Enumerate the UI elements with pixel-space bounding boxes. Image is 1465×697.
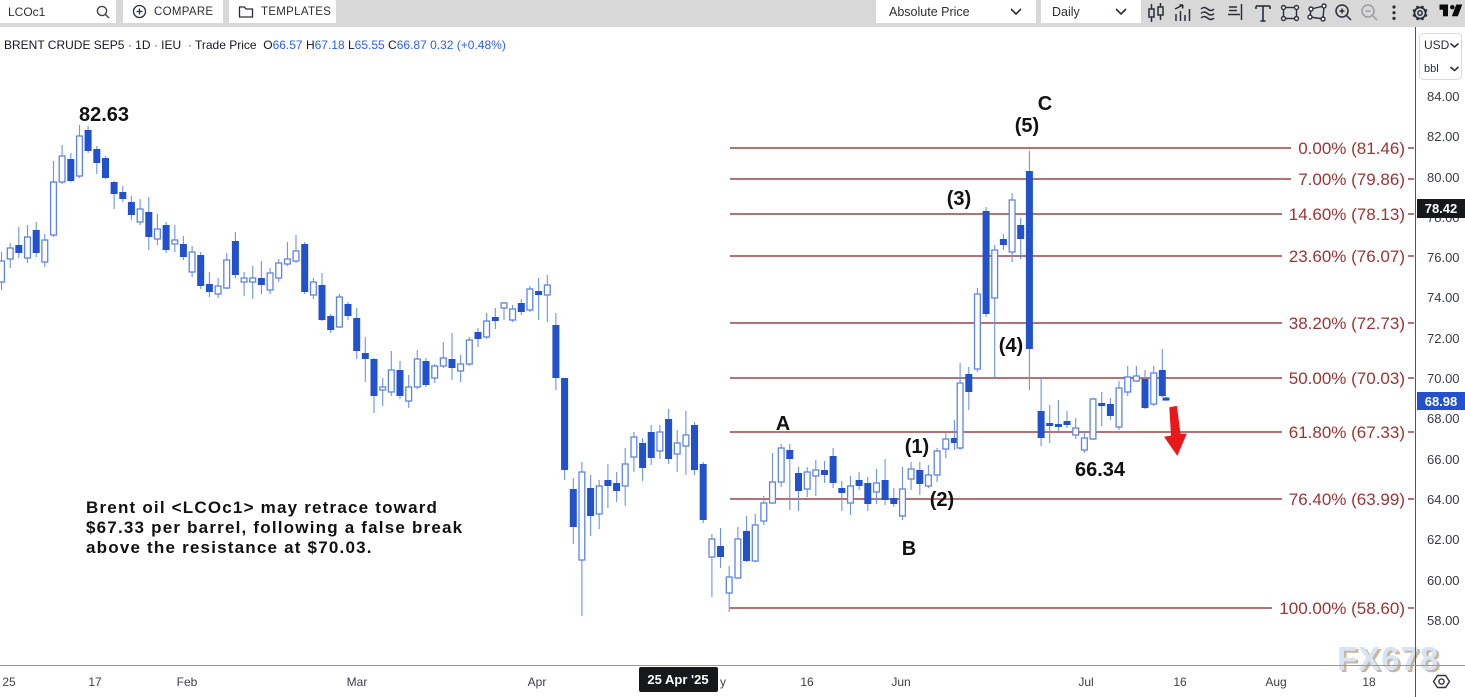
- svg-text:B: B: [902, 538, 916, 560]
- svg-text:50.00% (70.03): 50.00% (70.03): [1289, 369, 1405, 388]
- svg-text:66.34: 66.34: [1075, 459, 1126, 481]
- svg-text:above the resistance at $70.03: above the resistance at $70.03.: [86, 538, 373, 557]
- svg-text:66.00: 66.00: [1427, 452, 1460, 467]
- svg-text:7.00% (79.86): 7.00% (79.86): [1298, 170, 1405, 189]
- svg-text:Jul: Jul: [1078, 675, 1093, 689]
- svg-text:61.80% (67.33): 61.80% (67.33): [1289, 423, 1405, 442]
- svg-text:64.00: 64.00: [1427, 492, 1460, 507]
- svg-text:38.20% (72.73): 38.20% (72.73): [1289, 314, 1405, 333]
- svg-text:68.00: 68.00: [1427, 411, 1460, 426]
- svg-text:100.00% (58.60): 100.00% (58.60): [1279, 599, 1405, 618]
- svg-text:A: A: [776, 413, 790, 435]
- svg-text:Brent oil <LCOc1> may retrace: Brent oil <LCOc1> may retrace toward: [86, 498, 438, 517]
- svg-text:(4): (4): [999, 335, 1023, 357]
- svg-text:18: 18: [1362, 675, 1376, 689]
- svg-text:16: 16: [800, 675, 814, 689]
- svg-text:y: y: [720, 675, 726, 689]
- svg-text:0.00% (81.46): 0.00% (81.46): [1298, 139, 1405, 158]
- svg-text:82.00: 82.00: [1427, 129, 1460, 144]
- svg-text:25: 25: [2, 675, 16, 689]
- svg-text:60.00: 60.00: [1427, 573, 1460, 588]
- svg-text:Mar: Mar: [347, 675, 368, 689]
- svg-text:17: 17: [88, 675, 102, 689]
- svg-text:USD: USD: [1424, 38, 1450, 52]
- svg-text:Aug: Aug: [1265, 675, 1286, 689]
- svg-text:25 Apr '25: 25 Apr '25: [647, 672, 708, 687]
- svg-text:74.00: 74.00: [1427, 290, 1460, 305]
- svg-text:84.00: 84.00: [1427, 89, 1460, 104]
- svg-text:68.98: 68.98: [1425, 394, 1458, 409]
- svg-text:(5): (5): [1015, 115, 1039, 137]
- svg-text:76.00: 76.00: [1427, 250, 1460, 265]
- svg-text:78.42: 78.42: [1425, 201, 1458, 216]
- svg-text:Apr: Apr: [528, 675, 547, 689]
- svg-text:76.40% (63.99): 76.40% (63.99): [1289, 490, 1405, 509]
- svg-text:72.00: 72.00: [1427, 331, 1460, 346]
- svg-text:FX678: FX678: [1337, 640, 1439, 677]
- svg-text:(2): (2): [930, 489, 954, 511]
- svg-text:FX678: FX678: [1340, 642, 1442, 679]
- svg-text:70.00: 70.00: [1427, 371, 1460, 386]
- svg-text:62.00: 62.00: [1427, 532, 1460, 547]
- svg-text:16: 16: [1173, 675, 1187, 689]
- svg-text:bbl: bbl: [1424, 63, 1439, 75]
- svg-text:80.00: 80.00: [1427, 170, 1460, 185]
- svg-text:Feb: Feb: [177, 675, 198, 689]
- svg-text:(1): (1): [905, 436, 929, 458]
- svg-text:82.63: 82.63: [79, 104, 129, 126]
- svg-text:Jun: Jun: [891, 675, 910, 689]
- svg-text:14.60% (78.13): 14.60% (78.13): [1289, 205, 1405, 224]
- svg-text:23.60% (76.07): 23.60% (76.07): [1289, 247, 1405, 266]
- svg-text:$67.33 per barrel, following a: $67.33 per barrel, following a false bre…: [86, 518, 463, 537]
- svg-text:58.00: 58.00: [1427, 613, 1460, 628]
- svg-text:C: C: [1038, 93, 1052, 115]
- svg-text:(3): (3): [947, 188, 971, 210]
